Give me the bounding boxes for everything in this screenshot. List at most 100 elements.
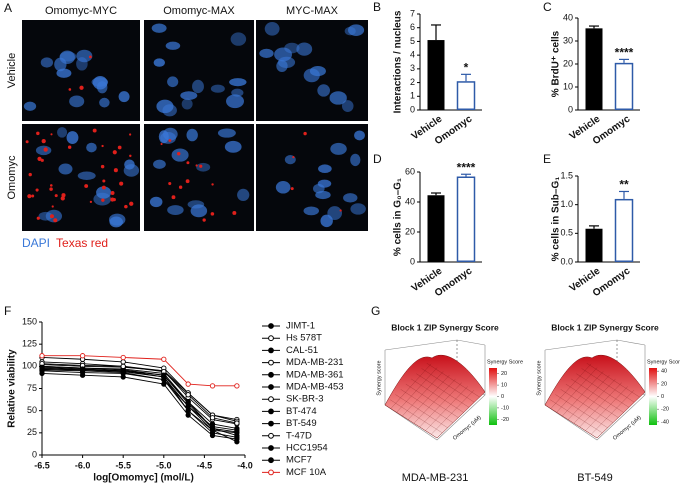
nucleus [162,104,177,117]
y-tick-label: 0 [32,449,37,459]
nucleus [66,131,79,144]
surface-mesh [390,399,443,434]
nucleus [196,162,211,172]
red-signal [100,164,105,169]
red-signal [171,195,176,200]
red-signal [202,218,206,222]
y-tick-label: 100 [22,361,37,371]
bar [614,62,634,110]
nucleus [309,65,326,77]
legend-label: MCF7 [286,455,312,466]
y-tick-label: 75 [27,383,37,393]
red-signal [36,131,40,136]
red-signal [168,139,172,142]
x-tick-label: -6.0 [75,460,91,470]
row-label: Vehicle [6,53,18,88]
y-tick-label: 1.0 [560,199,573,209]
x-axis-label: log[Omomyc] (mol/L) [93,473,194,484]
data-point [234,383,240,389]
bar [585,28,603,111]
red-signal [168,182,172,186]
panel-letter: C [543,0,552,14]
red-signal [53,218,58,223]
nucleus [76,57,88,71]
y-tick-label: 0 [410,256,415,266]
nucleus [348,24,365,36]
plot-title: Block 1 ZIP Synergy Score [391,322,499,332]
red-signal [113,168,118,173]
nucleus [192,79,204,94]
nucleus [350,153,361,167]
colorbar-tick-label: 20 [661,381,667,387]
red-signal [110,191,115,195]
red-signal [303,131,307,136]
y-tick-label: 60 [405,166,415,176]
surface-mesh [400,389,454,423]
data-point [209,383,216,389]
nucleus [276,59,288,72]
surface-mesh [421,368,475,403]
legend-marker [268,396,274,403]
nucleus [303,206,320,216]
nucleus [99,97,110,108]
colorbar-tick-label: 10 [501,383,507,389]
panel-letter: A [4,1,12,15]
nucleus [56,68,72,78]
nucleus [180,91,198,100]
bar [456,176,476,262]
surface-mesh [426,363,480,398]
legend-label: Hs 578T [286,333,322,344]
red-signal [129,133,132,136]
surface-mesh [581,368,635,403]
legend-label: HCC1954 [286,443,328,454]
nucleus [217,128,236,138]
y-axis-label: % cells in Sub–G₁ [551,177,562,262]
nucleus [23,101,37,111]
red-signal [102,179,106,183]
surface-mesh [579,382,622,428]
data-point [209,415,216,421]
legend-marker [268,457,274,464]
cell-line-label: BT-549 [577,472,612,484]
data-point [185,392,191,398]
legend-marker [268,420,274,427]
legend-marker [268,359,274,366]
red-signal [211,183,214,186]
y-tick-label: 7 [410,8,415,18]
nucleus [320,214,333,228]
panel-letter: E [543,152,551,166]
data-point [185,400,191,407]
colorbar-tick-label: -20 [661,407,669,413]
data-point [39,364,45,370]
legend-label: MDA-MB-361 [286,369,344,380]
red-signal [232,210,237,215]
nucleus [58,163,73,175]
surface-mesh [560,389,614,423]
nucleus [165,41,181,50]
legend-marker [268,408,274,415]
nucleus [35,145,52,156]
red-signal [339,209,342,212]
surface-mesh [556,367,598,413]
bar [456,81,476,110]
data-point [79,366,86,372]
colorbar [649,368,657,425]
colorbar-tick-label: 0 [661,394,664,400]
red-signal [199,164,203,168]
legend-marker [268,335,274,342]
surface-mesh [565,383,619,418]
red-signal [68,88,72,91]
surface-mesh [408,375,450,420]
nucleus [40,57,54,68]
red-signal [89,200,93,204]
data-point [185,412,191,418]
red-signal [79,85,84,90]
bar [427,195,445,262]
surface-mesh [571,378,624,413]
red-signal [117,145,122,150]
colorbar-title: Synergy Score [647,359,680,365]
data-point [120,374,126,380]
legend-marker [268,347,274,354]
y-tick-label: 4 [410,50,415,60]
data-point [234,436,240,442]
